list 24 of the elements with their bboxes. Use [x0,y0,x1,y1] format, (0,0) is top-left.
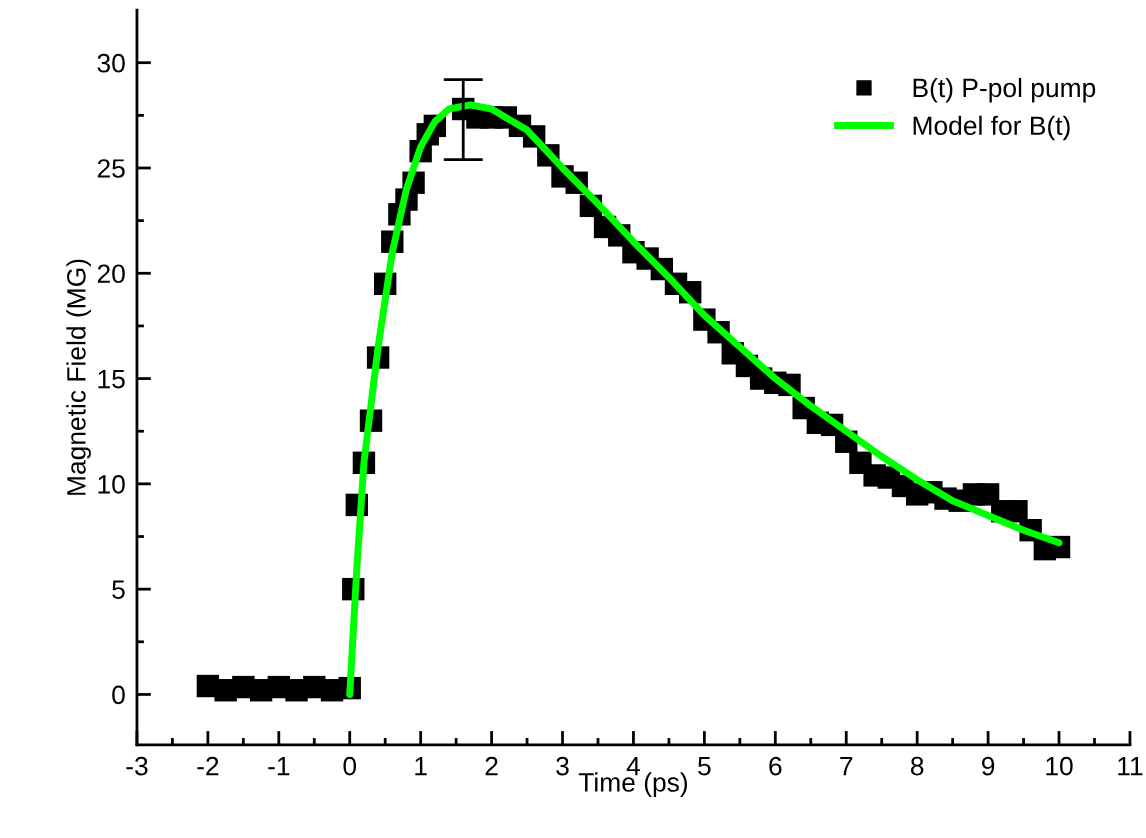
x-tick-label: 5 [698,757,711,776]
x-tick-label: -3 [126,756,148,776]
legend-label: Model for B(t) [913,115,1070,141]
y-axis-title: Magnetic Field (MG) [66,259,91,495]
x-tick-label: -1 [268,757,290,776]
x-tick-label: 10 [1046,756,1073,776]
x-tick-label: 7 [840,757,853,776]
x-tick-label: 8 [910,756,924,776]
x-tick-label: 3 [556,756,569,776]
y-tick-label: 5 [112,580,125,599]
x-tick-label: 6 [769,756,782,776]
y-tick-label: 15 [98,369,125,389]
y-tick-label: 10 [98,475,125,494]
x-tick-label: 2 [485,756,498,776]
x-tick-label: 0 [343,756,357,776]
x-tick-label: 11 [1118,757,1143,776]
x-tick-label: 9 [982,756,995,776]
x-tick-label: 1 [415,757,427,776]
y-tick-label: 20 [97,264,125,284]
legend-label: B(t) P-pol pump [913,77,1096,103]
y-tick-label: 30 [97,53,125,73]
y-tick-label: 25 [97,159,125,178]
x-tick-label: -2 [197,756,219,776]
y-tick-label: 0 [112,685,125,705]
